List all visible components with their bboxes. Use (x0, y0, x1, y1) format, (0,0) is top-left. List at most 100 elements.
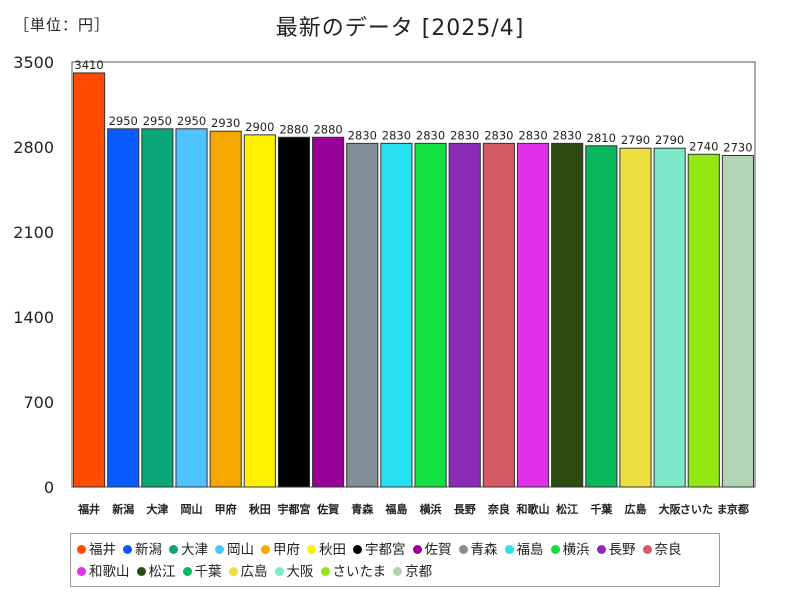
x-tick-label: 甲府 (215, 502, 237, 516)
legend-label: 千葉 (194, 564, 222, 580)
x-tick-label: さいた ま (680, 503, 728, 516)
x-tick-label: 佐賀 (316, 502, 339, 516)
legend-label: 和歌山 (89, 564, 130, 580)
unit-label: ［単位：円］ (14, 16, 111, 34)
legend-label: 甲府 (273, 542, 300, 558)
data-label: 3410 (74, 58, 103, 72)
legend-label: 松江 (148, 564, 176, 580)
bar (73, 72, 106, 488)
bar (414, 142, 447, 488)
bar (107, 128, 140, 488)
legend-marker (596, 545, 606, 554)
data-label: 2740 (689, 139, 718, 153)
data-label: 2810 (587, 131, 616, 145)
legend-item: 岡山 (215, 539, 254, 561)
data-label: 2830 (553, 128, 582, 142)
x-tick-label: 和歌山 (517, 502, 550, 516)
legend-label: 大阪 (286, 564, 314, 580)
x-tick-label: 新潟 (112, 502, 134, 516)
legend-marker (261, 545, 270, 554)
bar (516, 142, 550, 488)
data-label: 2830 (416, 128, 445, 142)
legend-marker (307, 545, 316, 554)
legend-item: 千葉 (182, 561, 222, 583)
bar (687, 153, 720, 488)
legend-marker (123, 545, 132, 554)
data-label: 2950 (109, 114, 138, 128)
bar (619, 147, 652, 488)
legend-label: 岡山 (227, 542, 254, 558)
bar (141, 128, 174, 488)
bar (243, 134, 276, 488)
x-tick-label: 横浜 (420, 502, 442, 516)
legend-label: 秋田 (319, 542, 346, 558)
legend-item: 福島 (504, 539, 544, 561)
legend-marker (77, 545, 86, 554)
data-label: 2730 (723, 141, 752, 155)
data-label: 2880 (279, 122, 308, 136)
x-tick-label: 千葉 (590, 502, 613, 516)
legend-label: 佐賀 (424, 542, 452, 558)
legend-marker (393, 567, 403, 576)
legend-item: 新潟 (123, 539, 162, 561)
legend-item: 京都 (393, 561, 432, 583)
legend-marker (77, 567, 86, 576)
legend-marker (215, 545, 224, 554)
legend-label: 新潟 (135, 542, 162, 558)
bar (585, 145, 618, 488)
legend-label: 広島 (240, 564, 268, 580)
x-tick-label: 長野 (454, 503, 476, 516)
data-label: 2790 (655, 133, 684, 147)
legend-item: 和歌山 (77, 561, 130, 583)
legend-item: 福井 (77, 539, 116, 561)
bar (653, 147, 686, 488)
legend-item: 大阪 (274, 561, 314, 583)
x-tick-label: 秋田 (249, 502, 271, 516)
legend-item: 青森 (458, 539, 498, 561)
legend-marker (353, 545, 362, 554)
legend-marker (169, 545, 178, 554)
data-label: 2900 (245, 120, 274, 134)
bar (277, 136, 311, 488)
legend-label: 長野 (608, 542, 636, 558)
x-tick-label: 福井 (77, 502, 100, 516)
legend-label: 横浜 (562, 542, 590, 558)
legend-item: 大津 (169, 539, 208, 561)
data-label: 2830 (518, 128, 547, 142)
data-label: 2950 (143, 114, 172, 128)
y-tick-label: 2800 (13, 138, 54, 157)
legend-item: 宇都宮 (353, 539, 406, 561)
plot-area (71, 61, 756, 488)
legend-item: 佐賀 (412, 539, 452, 561)
legend-label: 京都 (405, 564, 433, 580)
x-tick-label: 広島 (624, 502, 646, 516)
bar (209, 130, 242, 488)
legend-label: 宇都宮 (365, 542, 406, 558)
legend-item: 奈良 (642, 539, 682, 561)
data-label: 2950 (177, 114, 206, 128)
data-label: 2830 (450, 128, 479, 142)
data-label: 2930 (211, 116, 240, 130)
legend: 福井 新潟 大津 岡山 甲府 秋田 宇都宮 佐賀 青森 福島 横浜 長野 奈良和歌山 松江 千葉 広島 大阪 さい… (70, 533, 720, 587)
x-tick-label: 奈良 (487, 502, 510, 516)
legend-item: 甲府 (261, 539, 300, 561)
data-label: 2830 (348, 128, 377, 142)
legend-item: 松江 (136, 561, 176, 583)
legend-item: 広島 (228, 561, 268, 583)
legend-marker (228, 567, 238, 576)
legend-marker (412, 545, 422, 554)
data-label: 2790 (621, 133, 650, 147)
legend-label: 福井 (89, 542, 116, 558)
chart-title: 最新のデータ [2025/4] (275, 16, 525, 41)
legend-marker (182, 567, 192, 576)
y-tick-label: 1400 (13, 308, 54, 327)
legend-item: 秋田 (307, 539, 346, 561)
legend-label: さいたま (332, 564, 387, 580)
x-tick-label: 大津 (146, 502, 168, 516)
x-tick-label: 青森 (351, 502, 374, 516)
legend-marker (274, 567, 284, 576)
legend-label: 大津 (181, 542, 208, 558)
y-tick-label: 700 (23, 393, 54, 412)
y-tick-label: 0 (44, 478, 54, 497)
